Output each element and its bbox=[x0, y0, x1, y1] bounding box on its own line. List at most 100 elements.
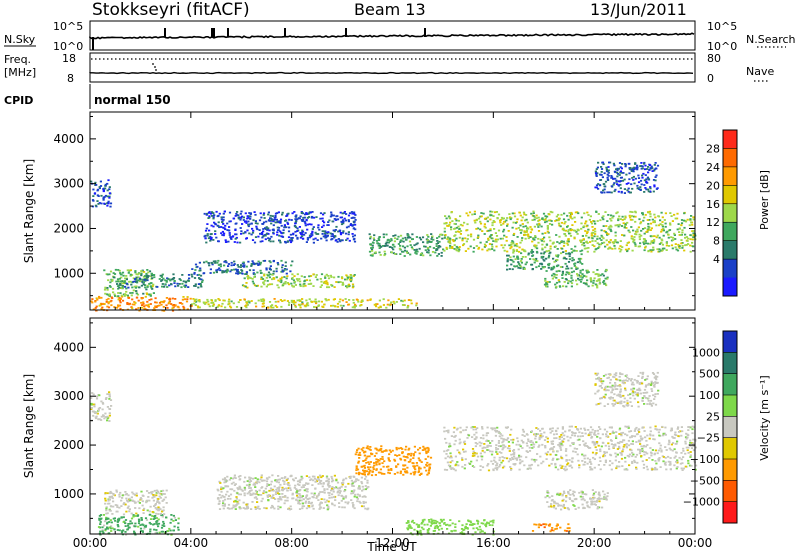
data-cell bbox=[554, 220, 557, 222]
data-cell bbox=[301, 231, 304, 234]
data-cell bbox=[122, 513, 126, 516]
data-cell bbox=[389, 240, 392, 243]
data-cell bbox=[655, 468, 659, 471]
data-cell bbox=[664, 461, 667, 464]
data-cell bbox=[441, 237, 444, 240]
data-cell bbox=[241, 284, 245, 287]
data-cell bbox=[125, 290, 128, 293]
data-cell bbox=[255, 305, 258, 308]
data-cell bbox=[284, 495, 287, 498]
data-cell bbox=[143, 275, 147, 277]
data-cell bbox=[512, 438, 515, 441]
data-cell bbox=[661, 221, 664, 223]
data-cell bbox=[493, 249, 496, 252]
data-cell bbox=[542, 218, 545, 221]
data-cell bbox=[621, 246, 624, 248]
data-cell bbox=[340, 220, 343, 223]
data-cell bbox=[106, 204, 109, 207]
data-cell bbox=[520, 239, 523, 242]
data-cell bbox=[589, 279, 593, 282]
data-cell bbox=[482, 434, 485, 437]
data-cell bbox=[596, 172, 599, 175]
data-cell bbox=[658, 224, 661, 227]
data-cell bbox=[510, 263, 513, 266]
data-cell bbox=[643, 162, 646, 165]
data-cell bbox=[636, 166, 639, 169]
data-cell bbox=[91, 392, 94, 394]
data-cell bbox=[650, 454, 653, 457]
data-cell bbox=[122, 516, 125, 519]
data-cell bbox=[278, 234, 281, 237]
data-cell bbox=[355, 469, 358, 471]
data-cell bbox=[280, 279, 283, 282]
data-cell bbox=[102, 532, 105, 534]
data-cell bbox=[489, 214, 492, 217]
data-cell bbox=[129, 499, 132, 502]
data-cell bbox=[521, 248, 524, 251]
data-cell bbox=[491, 245, 494, 248]
data-cell bbox=[265, 267, 268, 270]
data-cell bbox=[459, 431, 462, 434]
data-cell bbox=[98, 186, 101, 188]
data-cell bbox=[212, 239, 215, 241]
data-cell bbox=[142, 524, 145, 527]
data-cell bbox=[640, 445, 643, 448]
data-cell bbox=[326, 224, 329, 226]
data-cell bbox=[334, 229, 337, 231]
data-cell bbox=[256, 262, 259, 265]
data-cell bbox=[624, 456, 627, 459]
data-cell bbox=[278, 493, 281, 495]
data-cell bbox=[248, 301, 251, 304]
data-cell bbox=[387, 465, 390, 468]
data-cell bbox=[625, 227, 628, 229]
data-cell bbox=[409, 244, 412, 246]
data-cell bbox=[131, 298, 134, 301]
data-cell bbox=[453, 248, 456, 250]
data-cell bbox=[289, 487, 292, 490]
data-cell bbox=[315, 306, 318, 309]
data-cell bbox=[342, 304, 345, 307]
data-cell bbox=[345, 226, 349, 229]
data-cell bbox=[260, 272, 263, 274]
data-cell bbox=[494, 434, 497, 437]
data-cell bbox=[603, 452, 606, 454]
data-cell bbox=[561, 266, 564, 268]
data-cell bbox=[653, 164, 656, 166]
data-cell bbox=[243, 277, 246, 280]
data-cell bbox=[532, 238, 535, 240]
data-cell bbox=[335, 281, 338, 283]
data-cell bbox=[495, 240, 498, 243]
data-cell bbox=[545, 283, 548, 285]
data-cell bbox=[675, 434, 678, 437]
data-cell bbox=[576, 267, 579, 270]
data-cell bbox=[210, 238, 213, 241]
data-cell bbox=[544, 279, 547, 282]
data-cell bbox=[525, 261, 528, 264]
data-cell bbox=[276, 487, 279, 489]
data-cell bbox=[542, 212, 546, 215]
data-cell bbox=[670, 244, 674, 247]
data-cell bbox=[304, 224, 307, 227]
station-title: Stokkseyri (fitACF) bbox=[92, 0, 250, 20]
data-cell bbox=[678, 456, 681, 459]
data-cell bbox=[388, 246, 391, 248]
data-cell bbox=[357, 300, 360, 303]
data-cell bbox=[555, 215, 558, 218]
data-cell bbox=[373, 464, 376, 467]
data-cell bbox=[240, 210, 243, 213]
data-cell bbox=[557, 218, 560, 221]
data-cell bbox=[226, 269, 229, 272]
data-cell bbox=[299, 236, 302, 239]
data-cell bbox=[363, 454, 366, 457]
data-cell bbox=[360, 505, 364, 508]
data-cell bbox=[97, 418, 100, 421]
data-cell bbox=[310, 301, 313, 303]
data-cell bbox=[545, 257, 548, 260]
data-cell bbox=[137, 518, 141, 521]
data-cell bbox=[599, 428, 602, 430]
data-cell bbox=[260, 476, 263, 479]
data-cell bbox=[198, 306, 201, 309]
data-cell bbox=[106, 522, 109, 525]
data-cell bbox=[245, 282, 248, 284]
data-cell bbox=[298, 493, 301, 495]
